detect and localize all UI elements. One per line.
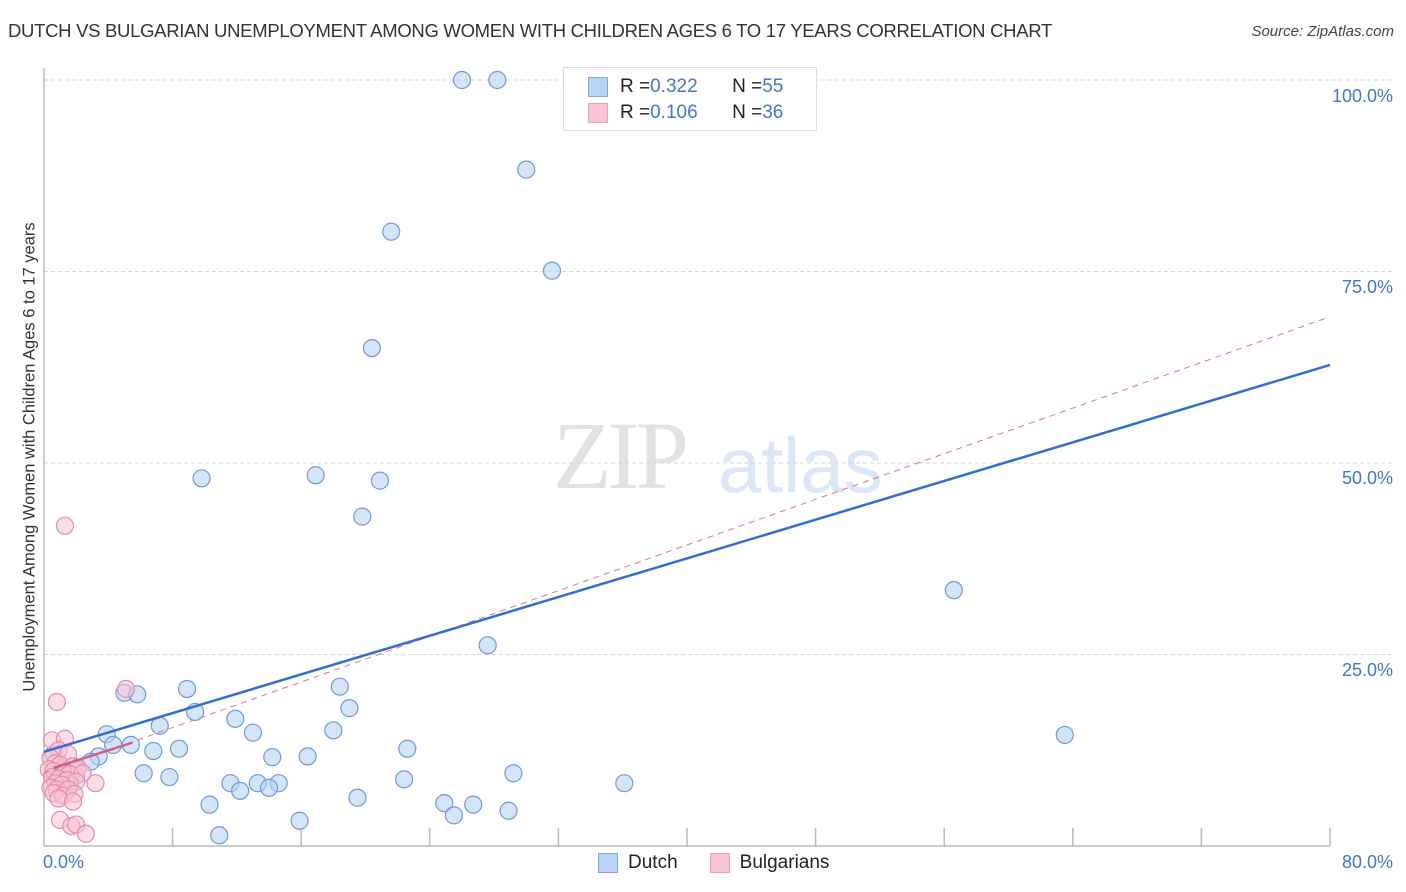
dutch-data-point — [1055, 725, 1074, 745]
dutch-n-value: 55 — [762, 76, 784, 97]
dutch-data-point — [615, 774, 634, 793]
dutch-data-point — [499, 801, 518, 820]
bulgarian-data-point — [47, 692, 66, 712]
dutch-data-point — [944, 581, 963, 600]
dutch-trend-line — [43, 363, 1331, 753]
legend-item-bulgarians[interactable]: Bulgarians — [709, 852, 830, 874]
dutch-data-point — [517, 160, 536, 179]
bulgarian-data-point — [63, 792, 83, 811]
y-tick-100: 100.0% — [1331, 86, 1393, 106]
dutch-data-point — [200, 795, 219, 814]
r-label: R = — [620, 76, 651, 97]
dutch-data-point — [231, 781, 250, 800]
bulgarian-trend-line — [43, 316, 1329, 774]
x-tick-min: 0.0% — [43, 852, 85, 872]
legend-item-dutch[interactable]: Dutch — [598, 852, 678, 874]
watermark-atlas: atlas — [718, 421, 883, 509]
n-label: N = — [732, 102, 763, 123]
series-legend: Dutch Bulgarians — [598, 852, 861, 874]
dutch-data-point — [192, 469, 211, 488]
dutch-data-point — [243, 723, 263, 742]
dutch-data-point — [259, 778, 279, 797]
dutch-data-point — [478, 636, 497, 655]
dutch-data-point — [226, 709, 245, 728]
dutch-data-point — [488, 70, 507, 90]
bulgarian-data-point — [76, 824, 95, 843]
dutch-data-point — [330, 677, 349, 696]
dutch-data-point — [169, 739, 189, 758]
dutch-data-point — [542, 261, 562, 280]
dutch-data-point — [464, 795, 483, 814]
dutch-data-point — [177, 679, 197, 699]
bulgarian-data-point — [116, 679, 136, 699]
dutch-data-point — [348, 788, 367, 807]
dutch-data-point — [340, 699, 359, 718]
dutch-data-point — [435, 794, 454, 813]
source-label: Source: ZipAtlas.com — [1251, 23, 1394, 40]
watermark-zip: ZIP — [553, 402, 689, 509]
r-label: R = — [620, 102, 651, 123]
bulgarian-trend-segment — [53, 741, 133, 770]
dutch-data-point — [290, 811, 309, 830]
dutch-swatch-icon — [598, 853, 618, 873]
bulgarian-data-point — [86, 774, 105, 793]
y-axis-label: Unemployment Among Women with Children A… — [20, 222, 39, 692]
y-tick-25: 25.0% — [1341, 660, 1393, 680]
dutch-data-point — [134, 764, 153, 783]
dutch-data-point — [370, 471, 390, 490]
dutch-data-point — [298, 747, 317, 766]
legend-row-bulgarians: R = 0.106 N = 36 — [588, 100, 783, 126]
dutch-data-point — [394, 770, 414, 789]
dutch-data-point — [362, 339, 382, 358]
dutch-data-point — [306, 466, 325, 485]
dutch-data-point — [382, 222, 401, 241]
bulgarian-swatch-icon — [709, 853, 730, 873]
x-tick-max: 80.0% — [1341, 852, 1393, 872]
bulgarian-n-value: 36 — [762, 102, 784, 123]
dutch-data-point — [263, 748, 282, 767]
dutch-data-point — [444, 806, 464, 825]
dutch-data-point — [452, 70, 472, 90]
dutch-data-point — [353, 507, 372, 526]
bulgarian-swatch-icon — [588, 103, 608, 123]
legend-label-bulgarians: Bulgarians — [739, 852, 830, 873]
bulgarian-r-value: 0.106 — [650, 102, 698, 123]
correlation-legend: R = 0.322 N = 55 R = 0.106 N = 36 — [563, 67, 817, 131]
legend-row-dutch: R = 0.322 N = 55 — [588, 74, 783, 100]
dutch-data-point — [504, 764, 523, 783]
y-tick-50: 50.0% — [1341, 468, 1393, 488]
dutch-data-point — [144, 741, 163, 761]
dutch-r-value: 0.322 — [650, 76, 698, 97]
n-label: N = — [732, 76, 763, 97]
bulgarian-data-point — [55, 516, 74, 535]
dutch-data-point — [210, 826, 229, 845]
dutch-swatch-icon — [588, 77, 608, 97]
dutch-data-point — [160, 767, 179, 787]
legend-label-dutch: Dutch — [628, 852, 678, 873]
dutch-data-point — [324, 721, 343, 740]
dutch-data-point — [398, 739, 417, 758]
y-tick-75: 75.0% — [1341, 277, 1393, 297]
chart-title: DUTCH VS BULGARIAN UNEMPLOYMENT AMONG WO… — [8, 20, 1052, 41]
